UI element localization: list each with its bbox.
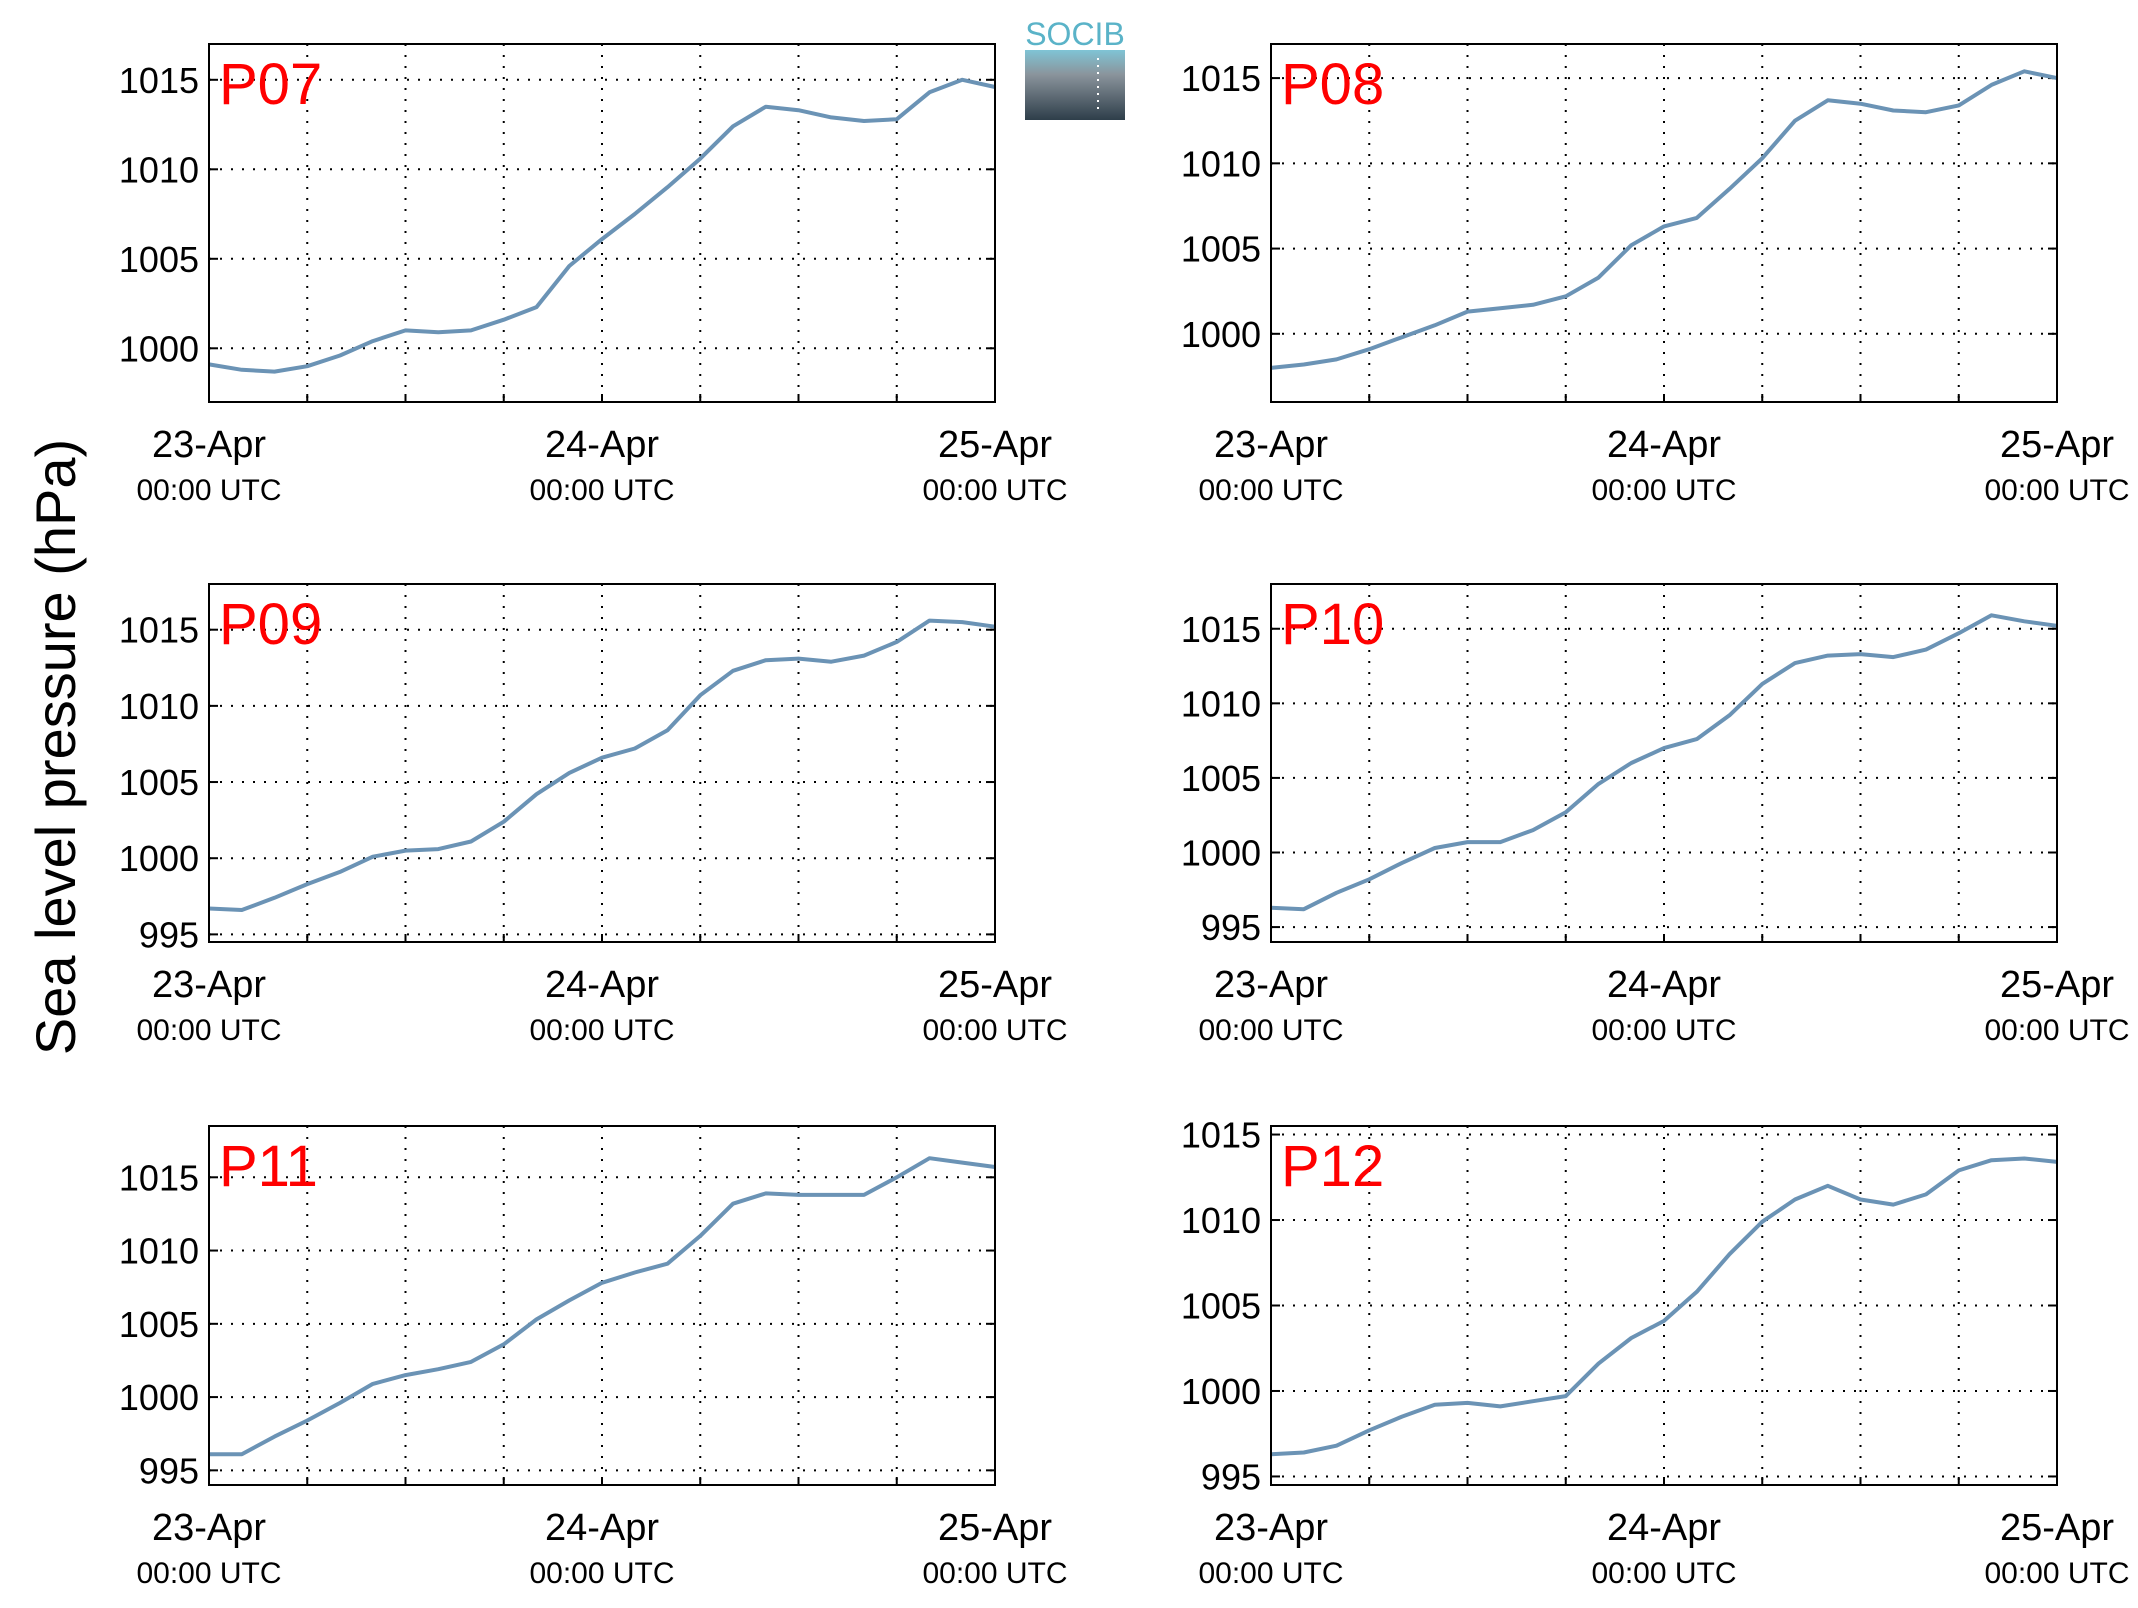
x-tick-date-label: 23-Apr: [1214, 1507, 1328, 1549]
x-tick-date-label: 24-Apr: [1607, 964, 1721, 1006]
y-tick-label: 1015: [119, 610, 199, 651]
series-line-p10: [1270, 613, 2058, 912]
axes-frame: [1270, 1125, 2058, 1486]
y-tick-label: 1010: [119, 149, 199, 190]
x-tick-date-label: 23-Apr: [152, 964, 266, 1006]
y-tick-label: 1000: [1181, 1371, 1261, 1412]
x-tick-time-label: 00:00 UTC: [1591, 474, 1736, 507]
panel-p07: 1000 1005 1010 1015 23-Apr 00:00 UTC 24-Apr 00:…: [119, 43, 1068, 507]
y-tick-label: 1005: [1181, 229, 1261, 270]
socib-logo-text: SOCIB: [1025, 16, 1125, 52]
y-tick-label: 1005: [119, 239, 199, 280]
axes-frame: [208, 43, 996, 403]
axes-frame: [208, 1125, 996, 1486]
panel-label: P09: [219, 592, 322, 657]
panel-p09: 995 1000 1005 1010 1015 23-Apr 00:00 UTC 24-Apr…: [119, 583, 1068, 1047]
panel-p11: 995 1000 1005 1010 1015 23-Apr 00:00 UTC 24-Apr…: [119, 1125, 1068, 1590]
y-tick-label: 1010: [1181, 143, 1261, 184]
panel-p12: 995 1000 1005 1010 1015 23-Apr 00:00 UTC 24-Apr…: [1181, 1115, 2130, 1590]
y-axis-label: Sea level pressure (hPa): [24, 439, 87, 1055]
y-tick-label: 1000: [119, 1377, 199, 1418]
x-tick-time-label: 00:00 UTC: [1984, 1014, 2129, 1047]
y-tick-label: 995: [139, 1450, 199, 1491]
x-tick-date-label: 23-Apr: [1214, 424, 1328, 466]
x-tick-time-label: 00:00 UTC: [922, 1557, 1067, 1590]
x-tick-date-label: 23-Apr: [152, 1507, 266, 1549]
series-line-p09: [208, 618, 996, 912]
x-tick-time-label: 00:00 UTC: [1198, 474, 1343, 507]
y-tick-label: 1015: [1181, 58, 1261, 99]
y-tick-label: 1010: [119, 1231, 199, 1272]
panel-label: P08: [1281, 52, 1384, 117]
y-tick-label: 1005: [1181, 758, 1261, 799]
panel-label: P07: [219, 52, 322, 117]
x-tick-date-label: 25-Apr: [2000, 1507, 2114, 1549]
x-tick-time-label: 00:00 UTC: [136, 1014, 281, 1047]
x-tick-date-label: 23-Apr: [152, 424, 266, 466]
series-line-p08: [1270, 69, 2058, 370]
series-line-p07: [208, 77, 996, 374]
x-tick-time-label: 00:00 UTC: [1591, 1014, 1736, 1047]
x-tick-date-label: 24-Apr: [1607, 424, 1721, 466]
x-tick-time-label: 00:00 UTC: [136, 474, 281, 507]
x-tick-time-label: 00:00 UTC: [1984, 1557, 2129, 1590]
x-tick-time-label: 00:00 UTC: [1591, 1557, 1736, 1590]
axes-frame: [1270, 583, 2058, 943]
x-tick-date-label: 24-Apr: [1607, 1507, 1721, 1549]
socib-logo-mark: [1025, 50, 1125, 120]
y-tick-label: 1015: [1181, 1115, 1261, 1156]
x-tick-time-label: 00:00 UTC: [1198, 1014, 1343, 1047]
axes-frame: [1270, 43, 2058, 403]
x-tick-date-label: 23-Apr: [1214, 964, 1328, 1006]
x-tick-date-label: 24-Apr: [545, 964, 659, 1006]
x-tick-time-label: 00:00 UTC: [529, 474, 674, 507]
panel-label: P11: [219, 1134, 318, 1199]
y-tick-label: 1000: [119, 328, 199, 369]
y-tick-label: 1015: [119, 1157, 199, 1198]
y-tick-label: 995: [1201, 1456, 1261, 1497]
y-tick-label: 1000: [1181, 833, 1261, 874]
series-line-p11: [209, 1156, 996, 1457]
y-tick-label: 995: [139, 914, 199, 955]
y-tick-label: 1010: [119, 686, 199, 727]
y-tick-label: 1000: [1181, 314, 1261, 355]
x-tick-date-label: 25-Apr: [938, 424, 1052, 466]
x-tick-date-label: 24-Apr: [545, 424, 659, 466]
axes-frame: [208, 583, 996, 943]
x-tick-date-label: 25-Apr: [2000, 964, 2114, 1006]
y-tick-label: 1010: [1181, 683, 1261, 724]
x-tick-time-label: 00:00 UTC: [922, 1014, 1067, 1047]
y-tick-label: 1005: [1181, 1286, 1261, 1327]
y-tick-label: 1010: [1181, 1200, 1261, 1241]
panels: 1000 1005 1010 1015 23-Apr 00:00 UTC 24-Apr 00:…: [119, 43, 2130, 1590]
x-tick-date-label: 25-Apr: [2000, 424, 2114, 466]
y-tick-label: 1000: [119, 838, 199, 879]
y-tick-label: 1005: [119, 762, 199, 803]
x-tick-time-label: 00:00 UTC: [529, 1014, 674, 1047]
y-tick-label: 995: [1201, 907, 1261, 948]
panel-label: P12: [1281, 1134, 1384, 1199]
x-tick-time-label: 00:00 UTC: [136, 1557, 281, 1590]
panel-p10: 995 1000 1005 1010 1015 23-Apr 00:00 UTC 24-Apr…: [1181, 583, 2130, 1047]
x-tick-time-label: 00:00 UTC: [922, 474, 1067, 507]
y-tick-label: 1015: [1181, 609, 1261, 650]
x-tick-date-label: 24-Apr: [545, 1507, 659, 1549]
panel-label: P10: [1281, 592, 1384, 657]
panel-p08: 1000 1005 1010 1015 23-Apr 00:00 UTC 24-Apr 00:…: [1181, 43, 2130, 507]
y-tick-label: 1015: [119, 60, 199, 101]
series-line-p12: [1270, 1156, 2058, 1457]
y-tick-label: 1005: [119, 1304, 199, 1345]
x-tick-date-label: 25-Apr: [938, 964, 1052, 1006]
x-tick-date-label: 25-Apr: [938, 1507, 1052, 1549]
x-tick-time-label: 00:00 UTC: [1984, 474, 2129, 507]
x-tick-time-label: 00:00 UTC: [529, 1557, 674, 1590]
x-tick-time-label: 00:00 UTC: [1198, 1557, 1343, 1590]
socib-logo: SOCIB: [1025, 16, 1125, 120]
